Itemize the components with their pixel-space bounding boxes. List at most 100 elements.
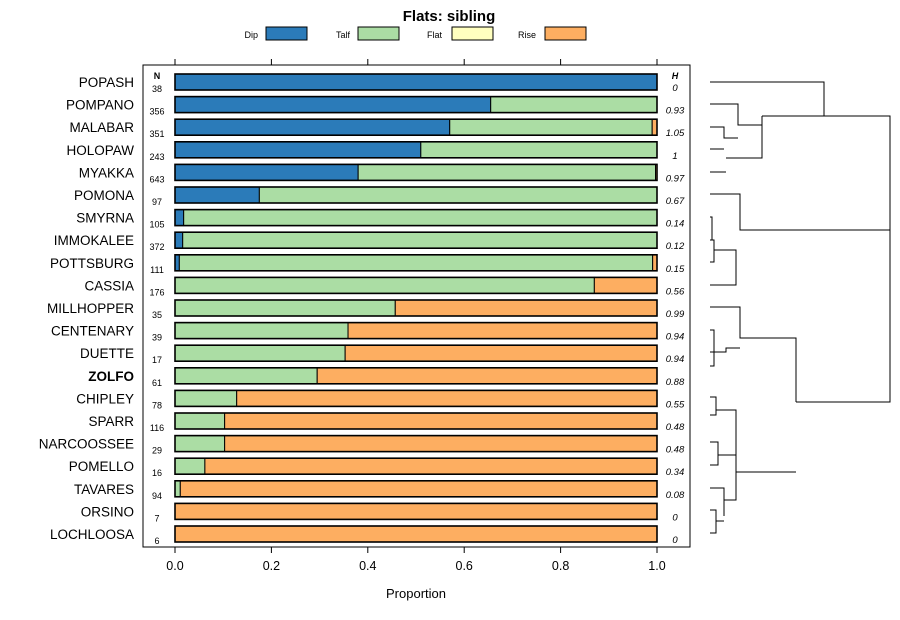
legend-label-dip: Dip xyxy=(244,30,258,40)
bar-outline xyxy=(174,389,658,408)
legend-label-talf: Talf xyxy=(336,30,351,40)
x-tick-label: 1.0 xyxy=(648,559,665,573)
h-label: 0.34 xyxy=(666,467,685,478)
h-label: 0.97 xyxy=(666,173,685,184)
h-label: 0.08 xyxy=(666,490,685,501)
h-label: 1.05 xyxy=(666,128,685,139)
bar-segment-rise xyxy=(316,367,658,385)
h-label: 0.12 xyxy=(666,241,685,252)
n-label: 105 xyxy=(149,220,164,230)
h-label: 0.14 xyxy=(666,219,685,230)
dendrogram-branch xyxy=(710,306,797,402)
h-header: H xyxy=(672,71,679,81)
h-label: 0 xyxy=(672,512,678,523)
bar-segment-dip xyxy=(174,141,422,159)
dendrogram-branch xyxy=(710,249,737,286)
x-tick-label: 0.0 xyxy=(166,559,183,573)
bar-segment-talf xyxy=(174,435,226,453)
bar-segment-rise xyxy=(204,457,658,475)
h-label: 0.67 xyxy=(666,196,685,207)
chart-title: Flats: sibling xyxy=(403,8,496,25)
n-label: 38 xyxy=(152,84,162,94)
bar-outline xyxy=(174,254,658,272)
bar-segment-talf xyxy=(490,96,658,114)
x-axis-label: Proportion xyxy=(386,586,446,601)
dendrogram-branch xyxy=(710,103,762,126)
bar-segment-talf xyxy=(258,186,658,204)
bar-segment-rise xyxy=(394,299,658,317)
bar-segment-talf xyxy=(357,163,657,181)
row-label: POTTSBURG xyxy=(50,256,134,271)
dendrogram-branch xyxy=(710,329,715,367)
bar-segment-dip xyxy=(174,73,658,91)
row-label: TAVARES xyxy=(74,482,134,497)
bar-segment-talf xyxy=(174,389,238,407)
n-label: 6 xyxy=(154,536,159,546)
row-label: POMPANO xyxy=(66,98,134,113)
bar-segment-rise xyxy=(174,502,658,520)
bar-outline xyxy=(174,231,658,249)
x-tick-label: 0.2 xyxy=(263,559,280,573)
top-axis-ticks xyxy=(174,59,658,65)
row-label: DUETTE xyxy=(80,346,134,361)
x-axis: 0.0 0.2 0.4 0.6 0.8 1.0 xyxy=(166,547,666,573)
bar-outline xyxy=(174,186,658,204)
legend-swatch-dip xyxy=(265,26,308,41)
bar-segment-talf xyxy=(174,344,346,362)
bar-outline xyxy=(174,479,658,498)
bar-outline xyxy=(174,73,658,91)
h-label: 0.48 xyxy=(666,445,685,456)
bar-outline xyxy=(174,525,658,543)
dendrogram-branch xyxy=(710,509,717,534)
dendrogram-branch xyxy=(710,216,713,240)
h-label: 0.55 xyxy=(666,399,685,410)
n-label: 39 xyxy=(152,333,162,343)
row-label: CHIPLEY xyxy=(76,391,134,406)
bar-outline xyxy=(174,208,658,227)
dendrogram-branch xyxy=(726,116,763,159)
bar-segment-rise xyxy=(593,276,658,294)
row-label: CENTENARY xyxy=(51,324,134,339)
n-label: 35 xyxy=(152,310,162,320)
bar-segment-talf xyxy=(174,457,206,475)
bar-outline xyxy=(174,366,658,385)
h-label: 0.48 xyxy=(666,422,685,433)
dendrogram-branch xyxy=(710,193,890,231)
bar-outline xyxy=(174,95,658,114)
row-label: ORSINO xyxy=(81,504,134,519)
bar-area xyxy=(174,73,658,543)
bar-segment-rise xyxy=(174,525,658,543)
row-label: SPARR xyxy=(88,414,134,429)
n-labels: 38 356 351 243 643 97 105 372 111 176 35 39 17 61 78 11… xyxy=(149,84,164,546)
row-label: MILLHOPPER xyxy=(47,301,134,316)
dendrogram-branch xyxy=(710,347,740,353)
bar-segment-talf xyxy=(449,118,653,136)
bar-segment-rise xyxy=(224,435,658,453)
h-label: 0.93 xyxy=(666,106,685,117)
bar-segment-rise xyxy=(179,480,658,498)
bar-segment-talf xyxy=(178,254,654,272)
bar-segment-dip xyxy=(174,118,451,136)
n-label: 243 xyxy=(149,152,164,162)
h-labels: 0 0.93 1.05 1 0.97 0.67 0.14 0.12 0.15 0.56 0.99 0.… xyxy=(666,83,685,546)
h-label: 0.15 xyxy=(666,264,685,275)
bar-segment-dip xyxy=(174,163,359,181)
dendrogram-branch xyxy=(710,396,717,416)
bar-outline xyxy=(174,321,658,340)
n-label: 17 xyxy=(152,355,162,365)
n-label: 176 xyxy=(149,287,164,297)
row-label: SMYRNA xyxy=(76,211,134,226)
x-tick-label: 0.4 xyxy=(359,559,376,573)
h-label: 0 xyxy=(672,535,678,546)
row-label: CASSIA xyxy=(84,278,134,293)
row-label: IMMOKALEE xyxy=(54,233,134,248)
legend-swatch-flat xyxy=(451,26,494,41)
n-label: 643 xyxy=(149,174,164,184)
legend-label-flat: Flat xyxy=(427,30,443,40)
n-label: 29 xyxy=(152,446,162,456)
bar-segment-talf xyxy=(174,276,595,294)
n-label: 351 xyxy=(149,129,164,139)
dendrogram xyxy=(710,81,891,534)
bar-segment-dip xyxy=(174,209,185,227)
